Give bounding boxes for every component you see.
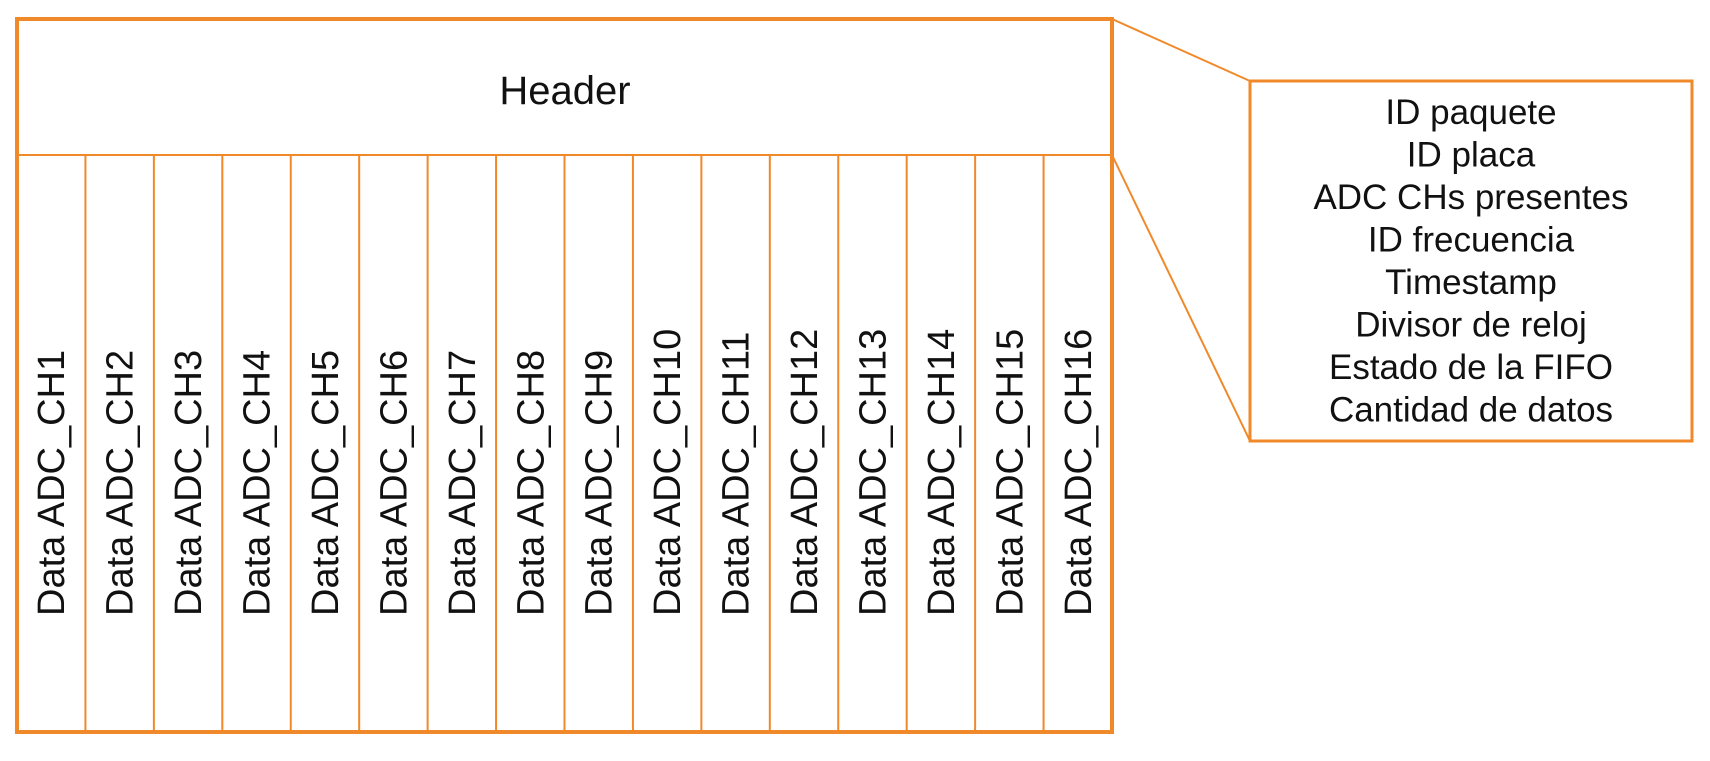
connector-top-line (1111, 18, 1251, 82)
header-detail-item: Timestamp (1385, 263, 1557, 302)
channel-label-ch16: Data ADC_CH16 (1058, 329, 1100, 616)
channel-label-ch7: Data ADC_CH7 (442, 350, 484, 616)
channel-label-ch9: Data ADC_CH9 (579, 350, 621, 616)
channel-label-ch11: Data ADC_CH11 (716, 332, 758, 616)
header-detail-item: Divisor de reloj (1355, 306, 1586, 345)
channel-label-ch14: Data ADC_CH14 (921, 329, 963, 616)
channel-label-ch8: Data ADC_CH8 (510, 350, 552, 616)
header-details-frame (1248, 79, 1694, 443)
header-detail-item: ID placa (1407, 136, 1536, 175)
header-detail-item: ID frecuencia (1368, 221, 1575, 260)
connector-bottom-line (1111, 154, 1251, 442)
header-detail-item: Cantidad de datos (1329, 391, 1613, 430)
packet-box: Header Data ADC_CH1 Data ADC_CH2 Data ADC_… (15, 17, 1114, 734)
header-label: Header (499, 69, 630, 113)
channel-label-ch15: Data ADC_CH15 (989, 329, 1031, 616)
channel-label-ch12: Data ADC_CH12 (784, 329, 826, 616)
connector-lines (1111, 18, 1251, 442)
channel-label-ch3: Data ADC_CH3 (168, 350, 210, 616)
channel-label-ch13: Data ADC_CH13 (852, 329, 894, 616)
channel-label-ch4: Data ADC_CH4 (237, 350, 279, 616)
channel-label-ch5: Data ADC_CH5 (305, 350, 347, 616)
channel-label-ch6: Data ADC_CH6 (373, 350, 415, 616)
channel-label-ch10: Data ADC_CH10 (647, 329, 689, 616)
channel-label-ch2: Data ADC_CH2 (100, 350, 142, 616)
header-detail-item: Estado de la FIFO (1329, 348, 1613, 387)
channel-label-ch1: Data ADC_CH1 (31, 350, 73, 616)
header-detail-item: ADC CHs presentes (1313, 178, 1628, 217)
channel-columns: Data ADC_CH1 Data ADC_CH2 Data ADC_CH3 Data… (31, 155, 1100, 732)
header-detail-item: ID paquete (1385, 93, 1556, 132)
